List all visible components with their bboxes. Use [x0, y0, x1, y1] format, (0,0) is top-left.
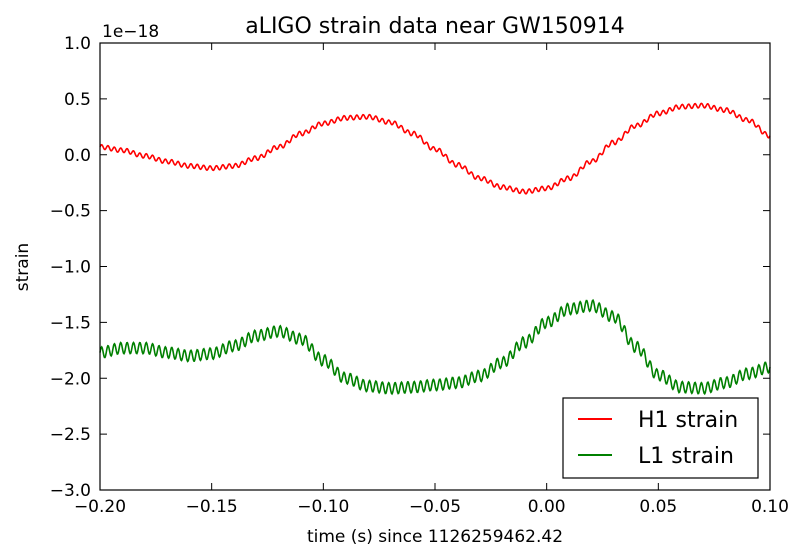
x-tick-label: 0.10 — [751, 497, 789, 517]
y-tick-label: −1.0 — [50, 258, 91, 278]
y-offset-label: 1e−18 — [102, 22, 159, 42]
chart-title: aLIGO strain data near GW150914 — [245, 14, 625, 39]
y-tick-label: −1.5 — [50, 313, 91, 333]
y-tick-label: 0.0 — [64, 146, 91, 166]
y-tick-label: −3.0 — [50, 481, 91, 501]
legend-label-l1: L1 strain — [638, 444, 734, 469]
legend: H1 strain L1 strain — [562, 397, 759, 479]
series-line-0 — [99, 102, 771, 195]
y-tick-label: −0.5 — [50, 202, 91, 222]
ticks-layer: −0.20 −0.15 −0.10 −0.05 0.00 0.05 0.10 1.0 0.5 0.… — [50, 34, 789, 517]
plot-frame — [99, 42, 771, 491]
y-tick-label: 0.5 — [64, 90, 91, 110]
y-axis-label: strain — [13, 243, 33, 291]
x-tick-label: −0.10 — [297, 497, 349, 517]
series-layer — [99, 102, 771, 396]
x-tick-label: 0.05 — [639, 497, 677, 517]
series-line-1 — [99, 298, 771, 396]
y-tick-label: −2.0 — [50, 369, 91, 389]
x-tick-label: 0.00 — [528, 497, 566, 517]
legend-label-h1: H1 strain — [638, 408, 738, 433]
x-tick-label: −0.15 — [186, 497, 238, 517]
y-tick-label: 1.0 — [64, 34, 91, 54]
x-tick-label: −0.05 — [409, 497, 461, 517]
x-tick-label: −0.20 — [74, 497, 126, 517]
x-axis-label: time (s) since 1126259462.42 — [307, 527, 563, 547]
legend-frame — [562, 397, 759, 479]
y-tick-label: −2.5 — [50, 425, 91, 445]
